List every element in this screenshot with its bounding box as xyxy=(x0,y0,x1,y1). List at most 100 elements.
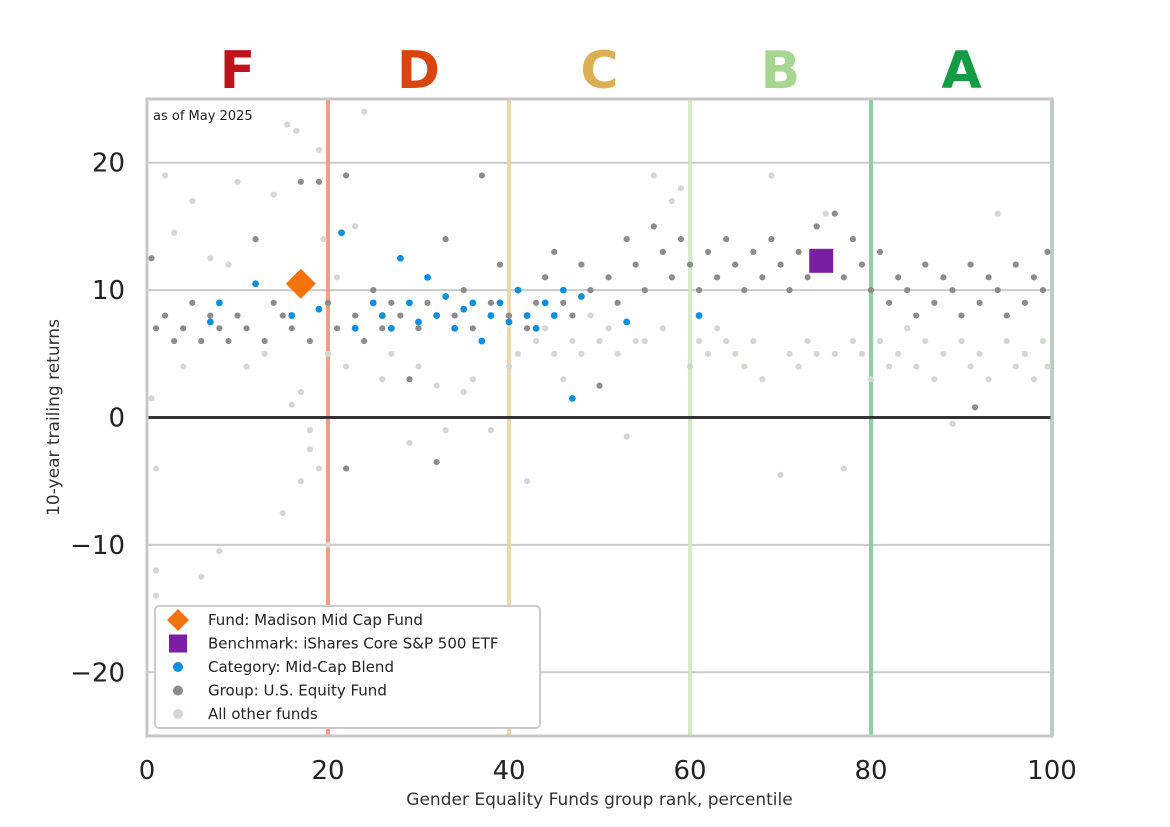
point-series2-9 xyxy=(387,324,395,332)
y-tick-4: 20 xyxy=(92,149,125,179)
point-series0-16 xyxy=(279,509,286,517)
point-series0-104 xyxy=(1044,363,1051,370)
point-series0-15 xyxy=(270,191,277,198)
point-series0-40 xyxy=(460,388,467,396)
point-series0-98 xyxy=(994,210,1001,217)
point-series0-29 xyxy=(333,274,341,281)
point-series1-83 xyxy=(886,299,893,306)
point-series0-3 xyxy=(152,592,160,599)
point-series0-75 xyxy=(786,350,793,357)
point-series0-32 xyxy=(361,108,368,115)
point-series2-2 xyxy=(252,280,259,288)
point-series0-12 xyxy=(234,178,241,185)
point-series1-15 xyxy=(279,312,286,319)
point-series2-10 xyxy=(397,254,404,262)
point-series1-54 xyxy=(623,236,630,243)
point-series2-6 xyxy=(351,324,359,332)
point-series0-74 xyxy=(777,471,784,478)
point-series1-11 xyxy=(243,325,250,332)
point-series1-9 xyxy=(225,337,232,345)
legend-label-1: Benchmark: iShares Core S&P 500 ETF xyxy=(208,635,498,653)
point-series1-89 xyxy=(940,274,947,281)
point-series0-89 xyxy=(913,363,920,370)
point-series1-102 xyxy=(1044,248,1051,255)
point-series2-28 xyxy=(559,286,567,294)
point-series0-84 xyxy=(867,376,875,383)
point-series1-92 xyxy=(967,261,974,268)
point-series1-88 xyxy=(931,299,938,306)
point-series0-62 xyxy=(668,197,676,205)
point-series2-1 xyxy=(216,299,223,307)
point-series1-47 xyxy=(560,299,567,306)
point-series2-26 xyxy=(541,299,549,307)
point-series1-34 xyxy=(442,236,449,243)
legend-marker-1 xyxy=(169,634,187,653)
point-series1-55 xyxy=(632,261,639,268)
point-series0-50 xyxy=(560,376,567,383)
point-series2-20 xyxy=(487,312,495,319)
point-series1-57 xyxy=(650,223,657,230)
point-series0-87 xyxy=(895,350,902,357)
point-series0-35 xyxy=(388,350,395,357)
point-series1-18 xyxy=(306,337,313,345)
point-series1-39 xyxy=(487,299,494,306)
point-series1-32 xyxy=(424,299,431,306)
point-series0-46 xyxy=(524,478,531,485)
point-series0-68 xyxy=(723,337,730,345)
point-series1-7 xyxy=(207,312,214,319)
point-series1-26 xyxy=(370,287,377,294)
point-series0-95 xyxy=(967,363,974,370)
point-series1-53 xyxy=(614,299,621,306)
y-axis-ticks: −20 −10 0 10 20 xyxy=(70,149,125,689)
point-series0-82 xyxy=(849,337,857,345)
point-series1-63 xyxy=(705,248,712,255)
point-series1-0 xyxy=(148,255,155,262)
y-axis-label: 10-year trailing returns xyxy=(44,319,64,516)
point-series0-6 xyxy=(180,363,187,370)
x-tick-100: 100 xyxy=(1027,756,1077,786)
point-series0-8 xyxy=(198,573,205,580)
point-series0-57 xyxy=(623,433,630,440)
point-series1-56 xyxy=(641,287,648,294)
point-series2-3 xyxy=(288,312,296,319)
point-series1-59 xyxy=(668,274,676,281)
point-series2-24 xyxy=(523,312,531,319)
point-series1-65 xyxy=(723,236,730,243)
legend-marker-2 xyxy=(173,662,183,672)
point-series0-25 xyxy=(315,465,323,472)
point-series1-73 xyxy=(795,248,802,255)
point-series1-31 xyxy=(415,325,422,332)
point-series1-21 xyxy=(333,325,341,332)
point-series0-5 xyxy=(171,229,178,236)
point-series1-30 xyxy=(406,376,413,383)
point-series1-68 xyxy=(750,248,757,255)
point-series0-41 xyxy=(469,376,476,383)
point-series1-86 xyxy=(913,312,920,319)
point-series0-10 xyxy=(216,548,223,555)
point-series1-71 xyxy=(777,261,784,268)
point-series1-58 xyxy=(659,248,666,255)
point-series1-90 xyxy=(949,287,956,294)
point-series0-70 xyxy=(741,363,748,370)
legend-label-0: Fund: Madison Mid Cap Fund xyxy=(208,611,423,629)
point-series0-11 xyxy=(225,261,232,268)
point-series0-48 xyxy=(542,325,549,332)
point-series0-69 xyxy=(732,350,739,357)
point-series0-19 xyxy=(293,127,300,134)
point-series1-23 xyxy=(343,465,350,472)
as-of-annotation: as of May 2025 xyxy=(153,109,253,124)
point-series2-23 xyxy=(514,286,522,294)
point-series0-86 xyxy=(886,363,893,370)
point-series0-43 xyxy=(487,427,494,434)
point-series2-12 xyxy=(415,318,422,326)
point-series1-5 xyxy=(189,299,196,306)
point-series1-40 xyxy=(496,261,504,268)
point-series2-13 xyxy=(424,273,431,281)
point-series0-100 xyxy=(1012,363,1019,370)
point-series1-36 xyxy=(460,287,467,294)
point-series2-11 xyxy=(406,299,413,307)
y-tick-1: −10 xyxy=(70,531,125,561)
point-series0-9 xyxy=(207,255,214,262)
point-series0-30 xyxy=(343,363,350,370)
point-series1-45 xyxy=(542,274,549,281)
